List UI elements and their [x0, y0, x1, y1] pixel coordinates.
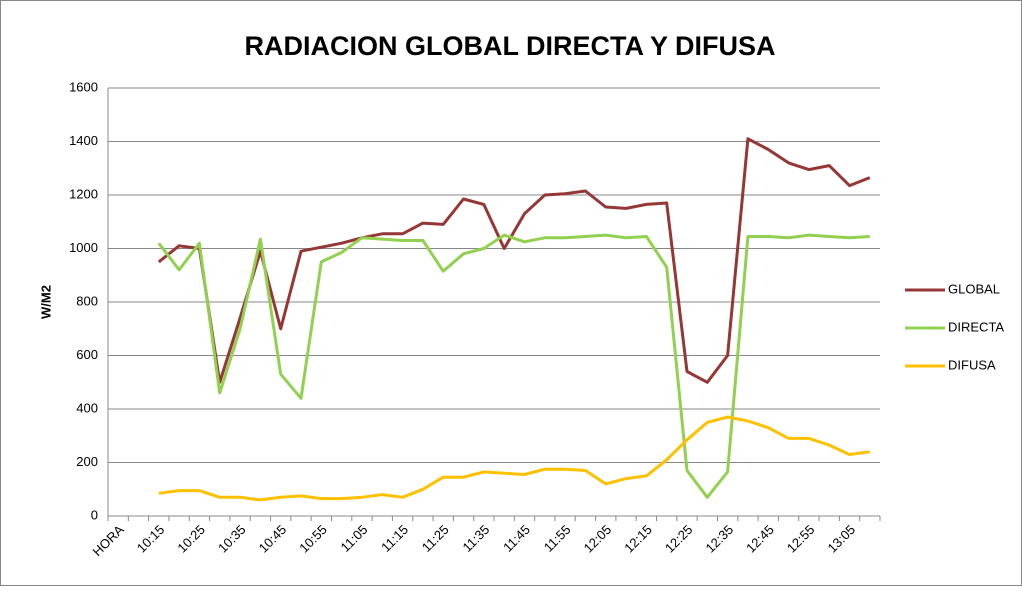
legend-label: GLOBAL — [948, 281, 1000, 296]
series-line — [158, 415, 870, 502]
y-tick-label: 1400 — [69, 133, 98, 148]
y-tick-label: 200 — [76, 454, 98, 469]
y-tick-label: 1200 — [69, 186, 98, 201]
y-tick-label: 1000 — [69, 240, 98, 255]
series-line — [157, 233, 870, 499]
y-tick-label: 600 — [76, 347, 98, 362]
series-line — [157, 137, 871, 384]
legend-label: DIFUSA — [948, 357, 996, 372]
y-tick-label: 0 — [91, 507, 98, 522]
chart-title: RADIACION GLOBAL DIRECTA Y DIFUSA — [244, 31, 775, 61]
legend-label: DIRECTA — [948, 319, 1004, 334]
y-tick-label: 800 — [76, 293, 98, 308]
y-tick-label: 400 — [76, 400, 98, 415]
y-axis-label: W/M2 — [38, 285, 53, 319]
y-tick-label: 1600 — [69, 79, 98, 94]
